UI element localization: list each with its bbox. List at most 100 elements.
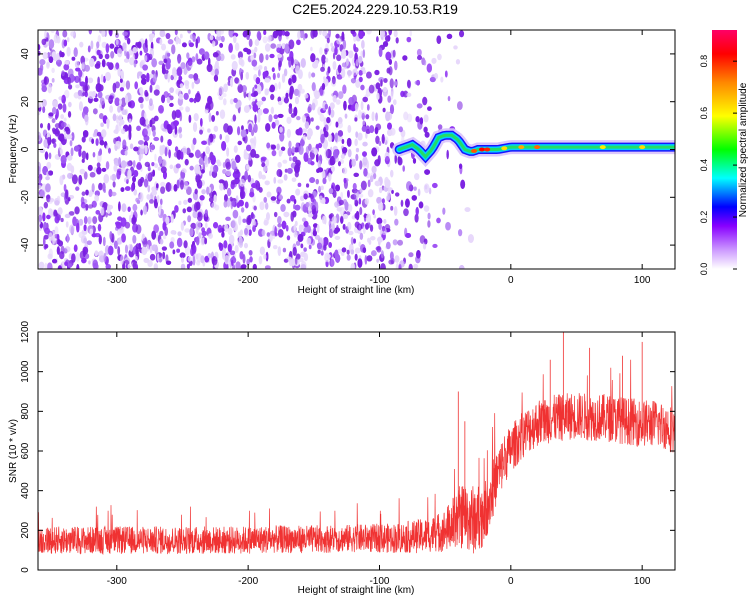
spectrogram-cell bbox=[276, 30, 279, 36]
spectrogram-cell bbox=[411, 195, 417, 201]
spectrogram-cell bbox=[277, 228, 284, 238]
spectrogram-cell bbox=[246, 35, 250, 40]
spectrogram-cell bbox=[432, 243, 438, 248]
spectrogram-cell bbox=[59, 175, 64, 186]
spectrogram-cell bbox=[60, 121, 67, 128]
spectrogram-cell bbox=[195, 38, 198, 49]
spectrogram-cell bbox=[163, 58, 168, 64]
spectrogram-cell bbox=[188, 114, 192, 123]
spectrogram-cell bbox=[113, 164, 118, 172]
spectrogram-cell bbox=[83, 216, 88, 225]
spectrogram-cell bbox=[364, 198, 369, 205]
spectrogram-cell bbox=[183, 92, 189, 100]
spectrogram-cell bbox=[42, 212, 46, 222]
spectrogram-cell bbox=[132, 214, 136, 222]
spectrogram-cell bbox=[180, 62, 186, 70]
spectrogram-cell bbox=[180, 263, 186, 269]
spectrogram-cell bbox=[331, 165, 335, 172]
spectrogram-cell bbox=[43, 234, 49, 240]
spectrogram-cell bbox=[163, 91, 169, 99]
spectrogram-cell bbox=[92, 108, 98, 115]
spectrogram-cell bbox=[121, 109, 127, 116]
spectrogram-cell bbox=[336, 74, 343, 80]
spectrogram-cell bbox=[85, 189, 89, 196]
spectrogram-cell bbox=[311, 204, 316, 215]
spectrogram-cell bbox=[234, 42, 240, 51]
spectrogram-cell bbox=[355, 79, 361, 88]
spectrogram-cell bbox=[296, 116, 301, 121]
spectrogram-cell bbox=[122, 31, 128, 37]
spectrogram-cell bbox=[150, 144, 156, 151]
spectrogram-cell bbox=[215, 60, 219, 68]
spectrogram-cell bbox=[370, 236, 376, 241]
spectrogram-cell bbox=[298, 257, 304, 263]
spectrogram-cell bbox=[259, 246, 265, 255]
spectrogram-cell bbox=[82, 91, 86, 97]
spectrogram-cell bbox=[330, 109, 335, 118]
spectrogram-cell bbox=[355, 131, 359, 138]
spectrogram-cell bbox=[38, 177, 42, 185]
spectrogram-cell bbox=[178, 133, 183, 139]
spectrogram-cell bbox=[423, 183, 430, 194]
spectrogram-cell bbox=[319, 113, 325, 122]
spectrogram-cell bbox=[266, 212, 270, 221]
spectrogram-cell bbox=[354, 247, 361, 254]
spectrogram-cell bbox=[152, 130, 156, 137]
spectrogram-cell bbox=[238, 57, 243, 66]
spectrogram-cell bbox=[149, 199, 154, 204]
signal-hotspot bbox=[639, 145, 646, 150]
spectrogram-cell bbox=[159, 238, 164, 245]
spectrogram-cell bbox=[385, 51, 392, 61]
spectrogram-cell bbox=[66, 233, 69, 243]
spectrogram-cell bbox=[188, 260, 193, 266]
spectrogram-cell bbox=[217, 224, 223, 233]
spectrogram-cell bbox=[105, 145, 109, 150]
spectrogram-cell bbox=[235, 261, 241, 269]
spectrogram-cell bbox=[293, 106, 298, 117]
spectrogram-cell bbox=[126, 37, 131, 45]
spectrogram-cell bbox=[295, 240, 301, 246]
signal-hotspot bbox=[484, 147, 491, 152]
spectrogram-cell bbox=[140, 87, 144, 97]
spectrogram-cell bbox=[105, 71, 111, 81]
spectrogram-cell bbox=[179, 83, 184, 88]
spectrogram-cell bbox=[139, 192, 144, 202]
spectrogram-cell bbox=[185, 106, 191, 112]
spectrogram-cell bbox=[81, 191, 86, 196]
spectrogram-cell bbox=[416, 249, 421, 259]
spectrogram-cell bbox=[288, 106, 293, 115]
spectrogram-cell bbox=[117, 105, 121, 113]
spectrogram-cell bbox=[341, 62, 347, 68]
spectrogram-cell bbox=[162, 54, 166, 60]
spectrogram-cell bbox=[165, 32, 171, 40]
spectrogram-cell bbox=[342, 84, 347, 94]
spectrogram-cell bbox=[54, 215, 60, 224]
spectrogram-cell bbox=[173, 184, 178, 192]
spectrogram-cell bbox=[64, 89, 70, 99]
spectrogram-cell bbox=[289, 195, 296, 202]
spectrogram-cell bbox=[152, 169, 155, 177]
spectrogram-cell bbox=[386, 67, 391, 74]
spectrogram-cell bbox=[96, 49, 101, 56]
spectrogram-cell bbox=[57, 207, 63, 215]
colorbar-ticks: 0.0 0.2 0.4 0.6 0.8 bbox=[699, 55, 737, 275]
spectrogram-cell bbox=[283, 211, 290, 218]
spectrogram-cell bbox=[94, 233, 101, 238]
spectrogram-cell bbox=[129, 244, 133, 252]
spectrogram-cell bbox=[377, 236, 383, 243]
spectrogram-cell bbox=[381, 185, 385, 191]
spectrogram-cell bbox=[273, 114, 279, 120]
spectrogram-cell bbox=[312, 223, 318, 228]
spectrogram-cell bbox=[294, 204, 301, 211]
spectrogram-cell bbox=[200, 255, 205, 264]
spectrogram-cell bbox=[302, 33, 306, 41]
spectrogram-cell bbox=[223, 240, 228, 249]
spectrogram-cell bbox=[213, 164, 219, 173]
spectrogram-cell bbox=[151, 244, 158, 252]
spectrogram-cell bbox=[136, 72, 140, 79]
spectrogram-cell bbox=[192, 137, 197, 145]
spectrogram-cell bbox=[216, 30, 222, 37]
spectrogram-cell bbox=[341, 247, 347, 253]
spectrogram-cell bbox=[283, 174, 288, 181]
spectrogram-cell bbox=[381, 198, 385, 204]
